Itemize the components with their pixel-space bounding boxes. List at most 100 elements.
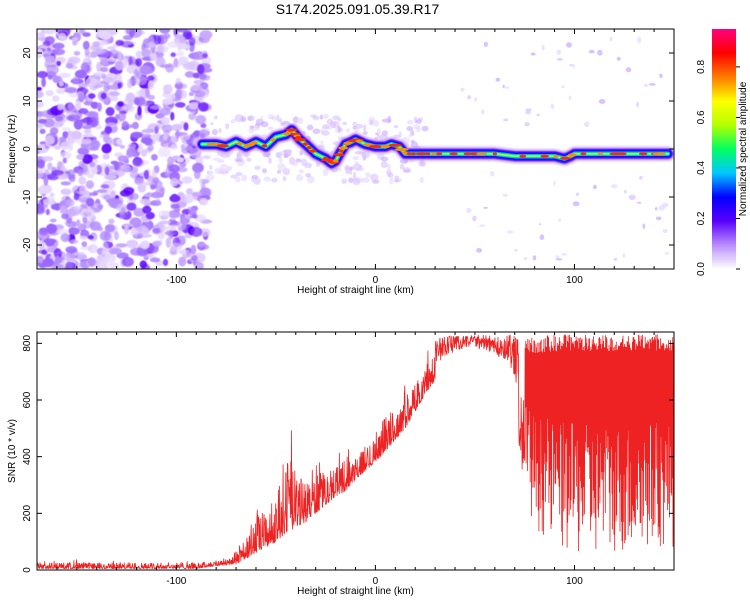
noise-blob [71, 36, 79, 41]
noise-blob [502, 84, 505, 89]
noise-blob [296, 117, 304, 125]
ridge-hotspot [388, 143, 402, 147]
noise-blob [115, 243, 128, 248]
noise-blob [406, 126, 414, 132]
noise-blob [119, 144, 126, 149]
noise-blob [58, 32, 67, 41]
noise-blob [43, 238, 57, 245]
noise-blob [149, 53, 158, 62]
noise-blob [162, 258, 169, 266]
noise-blob [167, 220, 178, 226]
noise-blob [122, 57, 128, 68]
ridge-hotspot [270, 138, 276, 142]
noise-blob [399, 164, 405, 170]
noise-blob [306, 124, 314, 131]
noise-blob [142, 128, 156, 134]
noise-blob [151, 191, 163, 199]
noise-blob [474, 97, 477, 102]
noise-blob [193, 252, 206, 263]
noise-blob [89, 162, 96, 168]
noise-blob [77, 147, 90, 155]
noise-blob [155, 185, 166, 194]
noise-blob [101, 143, 112, 154]
noise-blob [47, 162, 53, 171]
noise-blob [344, 164, 350, 171]
y-tick-label: 0 [22, 146, 33, 152]
noise-blob [134, 30, 146, 35]
noise-blob [45, 208, 50, 216]
noise-blob [79, 118, 93, 124]
noise-blob [121, 126, 130, 130]
noise-blob [352, 163, 362, 171]
noise-blob [37, 87, 42, 91]
noise-blob [114, 163, 119, 172]
noise-blob [205, 128, 210, 132]
noise-blob [60, 208, 69, 214]
noise-blob [117, 111, 127, 122]
noise-blob [173, 57, 179, 68]
noise-blob [320, 140, 324, 145]
noise-blob [54, 115, 64, 122]
noise-blob [525, 108, 532, 112]
noise-blob [44, 55, 56, 63]
noise-blob [51, 263, 65, 269]
y-tick-label: 20 [22, 47, 33, 59]
ridge-hotspot [492, 152, 497, 156]
noise-blob [597, 49, 603, 56]
noise-blob [138, 233, 152, 238]
noise-blob [105, 198, 119, 203]
noise-blob [134, 68, 139, 78]
colorbar-tick-label: 0.0 [696, 262, 707, 276]
colorbar-ticks: 0.0 0.2 0.4 0.6 0.8 Normalized spectral ampli… [696, 60, 749, 276]
noise-blob [480, 109, 485, 115]
noise-blob [140, 225, 147, 234]
noise-blob [181, 223, 187, 229]
noise-blob [212, 157, 220, 161]
noise-blob [149, 105, 162, 110]
noise-blob [483, 41, 488, 47]
noise-blob [43, 175, 49, 186]
noise-blob [37, 100, 44, 108]
noise-blob [42, 258, 55, 268]
noise-blob [616, 56, 621, 61]
noise-blob [345, 128, 350, 133]
noise-blob [82, 125, 93, 130]
noise-blob [137, 183, 147, 193]
noise-blob [628, 194, 636, 200]
y-tick-label: 200 [22, 505, 33, 522]
noise-blob [194, 90, 206, 98]
noise-blob [320, 127, 325, 134]
noise-blob [110, 160, 119, 165]
noise-blob [210, 122, 214, 126]
noise-blob [60, 181, 71, 186]
ridge-hotspot [244, 143, 255, 147]
noise-blob [472, 215, 477, 222]
noise-blob [45, 223, 58, 234]
noise-blob [76, 219, 81, 228]
noise-blob [109, 91, 120, 97]
ridge-hotspot [381, 144, 391, 148]
noise-blob [410, 139, 415, 144]
noise-blob [124, 224, 129, 235]
ridge-hotspot [293, 138, 307, 142]
noise-blob [295, 158, 302, 163]
noise-blob [76, 154, 84, 160]
noise-blob [642, 223, 646, 229]
ridge-hotspot [449, 152, 458, 156]
noise-blob [128, 56, 133, 65]
noise-blob [505, 86, 510, 89]
noise-blob [87, 244, 99, 254]
noise-blob [202, 53, 208, 59]
noise-blob [68, 174, 76, 183]
noise-blob [66, 115, 74, 121]
noise-blob [103, 253, 117, 263]
x-axis-label: Height of straight line (km) [297, 285, 414, 296]
noise-blob [143, 169, 149, 180]
noise-blob [150, 200, 161, 205]
noise-blob [558, 218, 562, 222]
noise-blob [46, 47, 51, 52]
noise-blob [141, 263, 150, 269]
chart-title: S174.2025.091.05.39.R17 [275, 1, 440, 17]
noise-blob [126, 239, 139, 249]
noise-blob [90, 167, 98, 175]
